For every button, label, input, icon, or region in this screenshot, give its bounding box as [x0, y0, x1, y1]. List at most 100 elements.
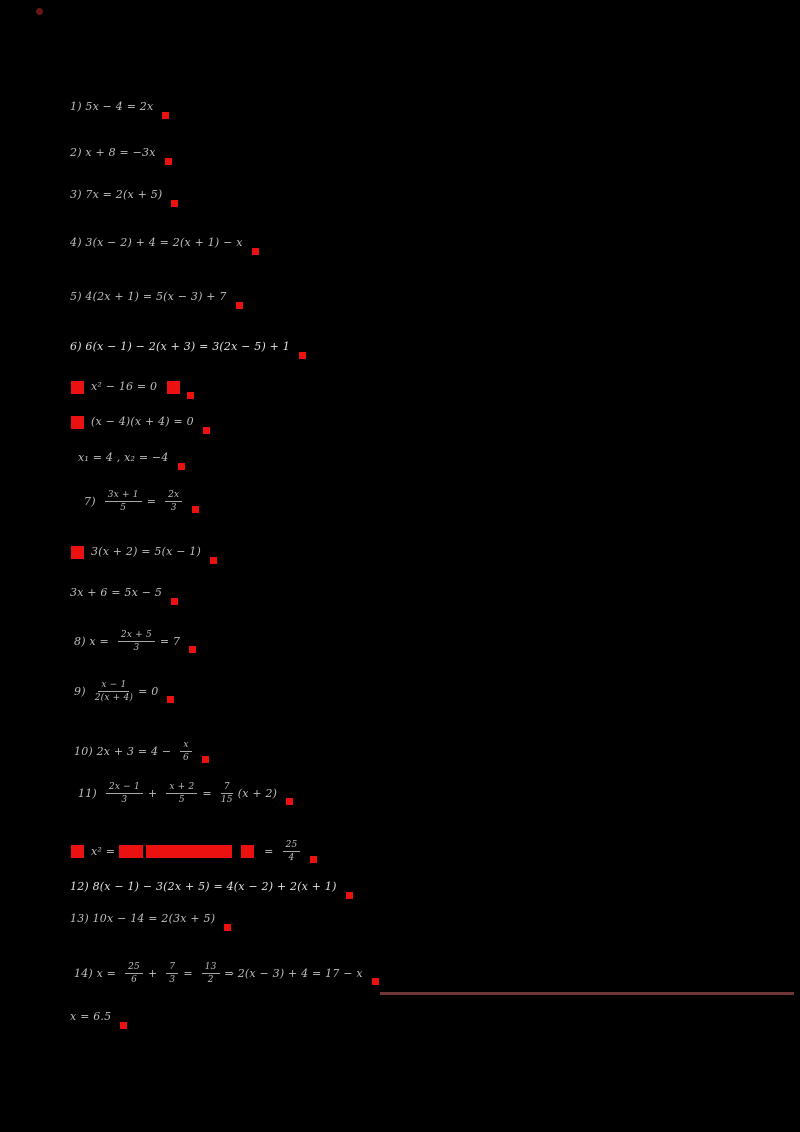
equation-line-1: 1) 5x − 4 = 2x [70, 100, 170, 119]
fraction-denominator: 3 [133, 643, 140, 653]
equation-line-15: 10) 2x + 3 = 4 − x 6 [74, 740, 209, 763]
equation-line-19: 13) 10x − 14 = 2(3x + 5) [70, 912, 232, 931]
equation-text: 1) 5x − 4 = 2x [70, 100, 154, 113]
equation-text: 3x + 6 = 5x − 5 [70, 586, 163, 599]
fraction: 2x − 1 3 [105, 782, 143, 805]
equation-text: 8) x = [74, 634, 109, 648]
equation-line-17: x² = = 25 4 [71, 840, 318, 863]
equation-text: x = 6.5 [70, 1010, 112, 1023]
fraction-numerator: 7 [220, 782, 233, 794]
fraction: 25 4 [282, 840, 301, 863]
red-square-marker [167, 380, 181, 394]
fraction-numerator: 2x − 1 [105, 782, 143, 794]
fraction-numerator: 13 [201, 962, 220, 974]
fraction-denominator: 3 [170, 503, 177, 513]
equation-text: 14) x = [74, 966, 117, 980]
red-redaction-bar [119, 845, 144, 858]
fraction-denominator: 3 [121, 795, 128, 805]
equation-text: 4) 3(x − 2) + 4 = 2(x + 1) − x [70, 236, 243, 249]
equation-text: 6) 6(x − 1) − 2(x + 3) = 3(2x − 5) + 1 [70, 340, 290, 353]
red-dot-marker [187, 391, 195, 399]
red-dot-marker [162, 111, 170, 119]
fraction-numerator: 25 [125, 962, 143, 974]
equation-line-7: x² − 16 = 0 [71, 380, 195, 399]
horizontal-rule [380, 992, 794, 995]
red-dot-marker [371, 978, 379, 985]
equation-line-5: 5) 4(2x + 1) = 5(x − 3) + 7 [70, 290, 243, 309]
fraction-numerator: x + 2 [166, 782, 198, 794]
equation-text: 3) 7x = 2(x + 5) [70, 188, 163, 201]
equation-text: 13) 10x − 14 = 2(3x + 5) [70, 912, 216, 925]
equation-line-8: (x − 4)(x + 4) = 0 [71, 415, 210, 434]
equation-line-12: 3x + 6 = 5x − 5 [70, 586, 179, 605]
red-square-marker [71, 380, 84, 394]
fraction-denominator: 15 [220, 795, 233, 805]
equation-text: 7) [84, 494, 96, 508]
equation-text: + [147, 966, 158, 980]
equation-text: = 7 [159, 634, 181, 648]
fraction: 7 3 [166, 962, 179, 985]
equation-text: 9) [74, 684, 86, 698]
equation-line-18: 12) 8(x − 1) − 3(2x + 5) = 4(x − 2) + 2(… [70, 880, 353, 899]
fraction: 13 2 [201, 962, 220, 985]
equation-text: 2) x + 8 = −3x [70, 146, 156, 159]
red-redaction-bar [146, 845, 233, 858]
red-square-marker [241, 845, 255, 858]
fraction-denominator: 6 [183, 753, 189, 763]
fraction: 25 6 [125, 962, 143, 985]
corner-mark [36, 8, 43, 15]
equation-text: = [146, 494, 157, 508]
red-dot-marker [171, 597, 179, 605]
fraction: 2x 3 [165, 490, 183, 513]
fraction-numerator: x − 1 [98, 680, 130, 692]
red-dot-marker [167, 696, 175, 703]
equation-text: = [202, 786, 212, 800]
equation-text: (x + 2) [237, 786, 278, 800]
fraction-denominator: 5 [120, 503, 127, 513]
fraction-denominator: 4 [288, 853, 295, 863]
equation-line-9: x₁ = 4 , x₂ = −4 [78, 451, 185, 470]
red-square-marker [71, 845, 84, 858]
fraction-denominator: 2(x + 4) [94, 693, 134, 703]
equation-line-20: 14) x = 25 6 + 7 3 = 13 2 ⇒ 2(x − 3) + 4… [74, 962, 379, 985]
fraction: x + 2 5 [166, 782, 198, 805]
fraction-denominator: 6 [131, 975, 137, 985]
equation-text: + [147, 786, 158, 800]
red-dot-marker [164, 157, 172, 165]
fraction-numerator: 3x + 1 [104, 490, 142, 502]
red-dot-marker [224, 923, 232, 931]
red-dot-marker [120, 1021, 128, 1029]
red-square-marker [71, 415, 84, 429]
red-dot-marker [202, 426, 210, 434]
fraction: 7 15 [220, 782, 233, 805]
fraction: x 6 [180, 740, 192, 763]
red-dot-marker [210, 556, 217, 564]
fraction-denominator: 5 [178, 795, 185, 805]
equation-text: = [183, 966, 193, 980]
red-dot-marker [310, 856, 318, 863]
equation-text: 11) [78, 786, 97, 800]
fraction-denominator: 3 [169, 975, 176, 985]
equation-text: 12) 8(x − 1) − 3(2x + 5) = 4(x − 2) + 2(… [70, 880, 337, 893]
red-dot-marker [177, 462, 185, 470]
equation-line-14: 9) x − 1 2(x + 4) = 0 [74, 680, 175, 703]
equation-line-2: 2) x + 8 = −3x [70, 146, 172, 165]
red-dot-marker [286, 798, 294, 805]
equation-line-21: x = 6.5 [70, 1010, 128, 1029]
equation-text: x² − 16 = 0 [91, 380, 158, 393]
fraction-numerator: 25 [282, 840, 301, 852]
red-dot-marker [299, 351, 306, 359]
equation-text: x² = [91, 844, 116, 858]
fraction: x − 1 2(x + 4) [95, 680, 133, 703]
equation-text: 3(x + 2) = 5(x − 1) [91, 545, 201, 558]
equation-line-11: 3(x + 2) = 5(x − 1) [71, 545, 217, 564]
red-dot-marker [201, 756, 209, 763]
fraction-numerator: 7 [166, 962, 179, 974]
red-dot-marker [171, 199, 179, 207]
fraction: 2x + 5 3 [117, 630, 155, 653]
equation-text: ⇒ 2(x − 3) + 4 = 17 − x [224, 966, 363, 980]
equation-text: x₁ = 4 , x₂ = −4 [78, 451, 169, 464]
fraction-denominator: 2 [207, 975, 214, 985]
equation-text: = [264, 844, 274, 858]
equation-text: 10) 2x + 3 = 4 − [74, 744, 172, 758]
